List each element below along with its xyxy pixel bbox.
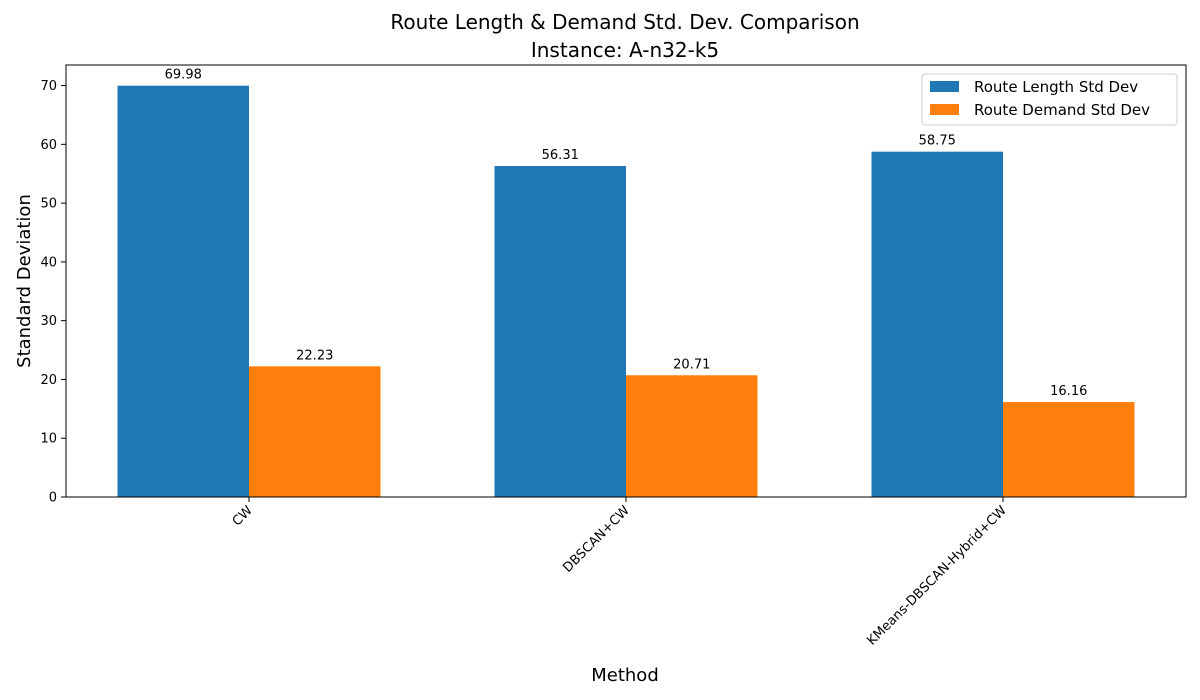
axes-frame [65, 64, 1187, 498]
data-label: 58.75 [919, 134, 956, 149]
bar [1003, 402, 1135, 497]
bar [626, 375, 758, 497]
x-tick-label: DBSCAN+CW [560, 503, 633, 576]
chart-title: Route Length & Demand Std. Dev. Comparis… [390, 10, 859, 34]
x-axis-label: Method [591, 665, 659, 686]
bar [249, 366, 381, 497]
data-label: 69.98 [165, 68, 202, 83]
y-axis-label: Standard Deviation [14, 194, 35, 368]
legend-box [921, 73, 1178, 126]
y-tick-label: 20 [40, 373, 57, 388]
data-label: 22.23 [296, 348, 333, 363]
legend-entry-label: Route Length Std Dev [974, 78, 1138, 96]
y-tick-label: 60 [40, 138, 57, 153]
legend-entry-label: Route Demand Std Dev [974, 101, 1150, 119]
legend-swatch [930, 104, 959, 115]
chart-subtitle: Instance: A-n32-k5 [531, 38, 719, 62]
y-tick-label: 50 [40, 197, 57, 212]
data-label: 56.31 [542, 148, 579, 163]
x-tick-label: CW [230, 503, 256, 529]
y-tick-label: 70 [40, 79, 57, 94]
data-label: 16.16 [1050, 384, 1087, 399]
x-tick-label: KMeans-DBSCAN-Hybrid+CW [865, 503, 1010, 648]
bar [494, 166, 626, 497]
legend: Route Length Std Dev Route Demand Std Dev [921, 73, 1178, 126]
plot-area: 0 10 20 30 40 50 60 70 69.98 22.23 CW 56.31 20.71 DBS… [40, 68, 1135, 649]
bar [117, 85, 249, 498]
y-tick-label: 30 [40, 314, 57, 329]
y-tick-label: 0 [49, 491, 57, 506]
data-label: 20.71 [673, 357, 710, 372]
y-tick-label: 10 [40, 432, 57, 447]
legend-swatch [930, 81, 959, 92]
y-tick-label: 40 [40, 255, 57, 270]
bar [871, 151, 1003, 497]
